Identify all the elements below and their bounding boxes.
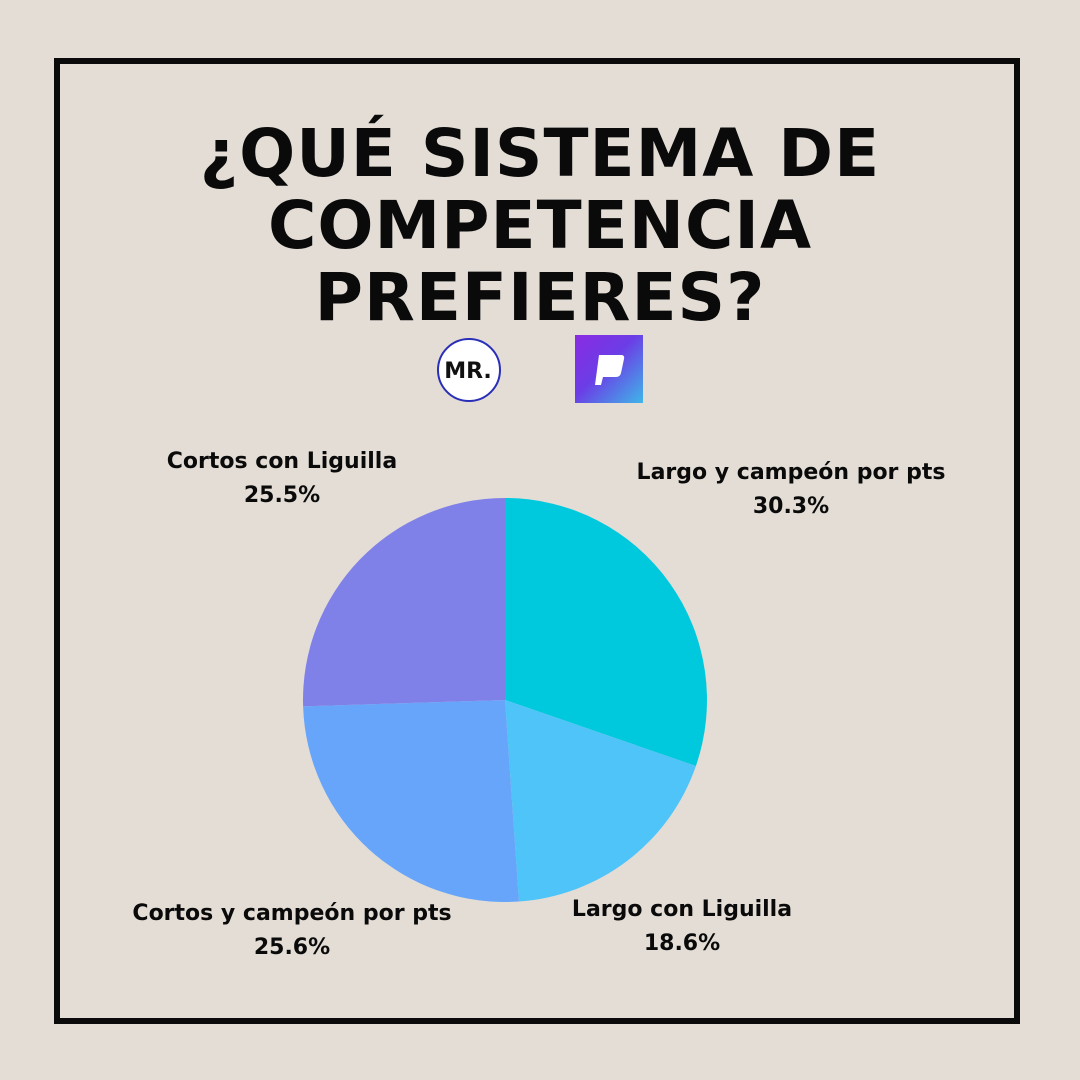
title-line-3: PREFIERES? [314,259,766,336]
title-line-1: ¿QUÉ SISTEMA DE [199,115,881,192]
label-cortos-liguilla-name: Cortos con Liguilla [166,449,398,474]
chart-title: ¿QUÉ SISTEMA DE COMPETENCIA PREFIERES? [0,118,1080,334]
pie-slice-2 [505,700,696,902]
label-cortos-campeon-value: 25.6% [253,935,331,960]
label-largo-liguilla-name: Largo con Liguilla [571,897,793,922]
label-largo-campeon: Largo y campeón por pts 30.3% [626,456,956,524]
label-largo-liguilla-value: 18.6% [643,931,721,956]
border-frame [54,58,1020,1024]
pie-slice-1 [505,498,707,767]
pie-slice-3 [303,700,519,903]
app-logo [575,335,643,403]
label-cortos-campeon-name: Cortos y campeón por pts [132,901,452,926]
title-line-2: COMPETENCIA [267,187,813,264]
label-largo-liguilla: Largo con Liguilla 18.6% [562,893,802,961]
mr-logo: MR. [437,338,501,402]
label-cortos-liguilla-value: 25.5% [243,483,321,508]
label-largo-campeon-name: Largo y campeón por pts [636,460,946,485]
label-largo-campeon-value: 30.3% [752,494,830,519]
flag-app-icon [595,355,625,385]
mr-logo-text: MR. [444,359,492,384]
pie-slice-4 [303,498,505,707]
mr-logo-icon: MR. [444,359,492,384]
label-cortos-campeon: Cortos y campeón por pts 25.6% [120,897,464,965]
label-cortos-liguilla: Cortos con Liguilla 25.5% [152,445,412,513]
